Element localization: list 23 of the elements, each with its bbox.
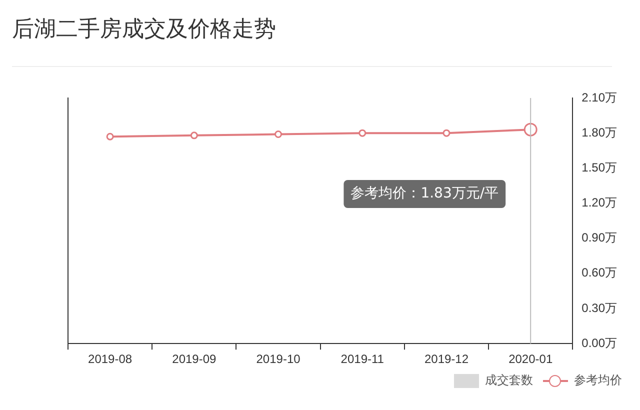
x-tick-label: 2020-01 <box>508 352 553 366</box>
point <box>190 132 198 140</box>
x-tick-label: 2019-12 <box>424 352 469 366</box>
y-tick-label: 1.50万 <box>582 160 618 174</box>
chart-title: 后湖二手房成交及价格走势 <box>12 16 276 44</box>
y-tick-label: 0.30万 <box>582 300 618 315</box>
y-tick-label: 1.20万 <box>582 196 618 210</box>
y-tick-label: 0.00万 <box>582 336 618 350</box>
y-tick-label: 2.10万 <box>582 90 618 104</box>
point <box>274 130 282 138</box>
x-tick-label: 2019-08 <box>88 352 132 366</box>
point <box>106 132 114 140</box>
x-tick-label: 2019-11 <box>340 352 384 366</box>
point <box>442 129 450 137</box>
legend-label: 成交套数 <box>485 372 533 389</box>
x-tick-label: 2019-10 <box>256 352 301 366</box>
y-tick-label: 1.80万 <box>582 125 618 140</box>
y-tick-label: 0.60万 <box>582 266 618 280</box>
x-tick-label: 2019-09 <box>172 352 217 366</box>
legend-label: 参考均价 <box>574 372 622 389</box>
annotation: 参考均价：1.83万元/平 <box>350 186 499 202</box>
y-tick-label: 0.90万 <box>582 230 618 245</box>
point <box>358 129 366 137</box>
